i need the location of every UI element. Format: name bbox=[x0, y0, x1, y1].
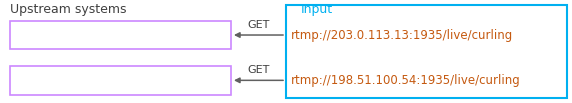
Text: rtmp://203.0.113.13:1935/live/curling: rtmp://203.0.113.13:1935/live/curling bbox=[291, 29, 513, 42]
Bar bbox=[10, 66, 231, 95]
Text: Upstream systems: Upstream systems bbox=[10, 3, 127, 16]
Text: Input: Input bbox=[300, 3, 332, 16]
Text: GET: GET bbox=[247, 65, 270, 75]
Text: GET: GET bbox=[247, 20, 270, 30]
Text: rtmp://198.51.100.54:1935/live/curling: rtmp://198.51.100.54:1935/live/curling bbox=[291, 74, 521, 87]
Bar bbox=[10, 21, 231, 49]
Bar bbox=[286, 5, 567, 98]
